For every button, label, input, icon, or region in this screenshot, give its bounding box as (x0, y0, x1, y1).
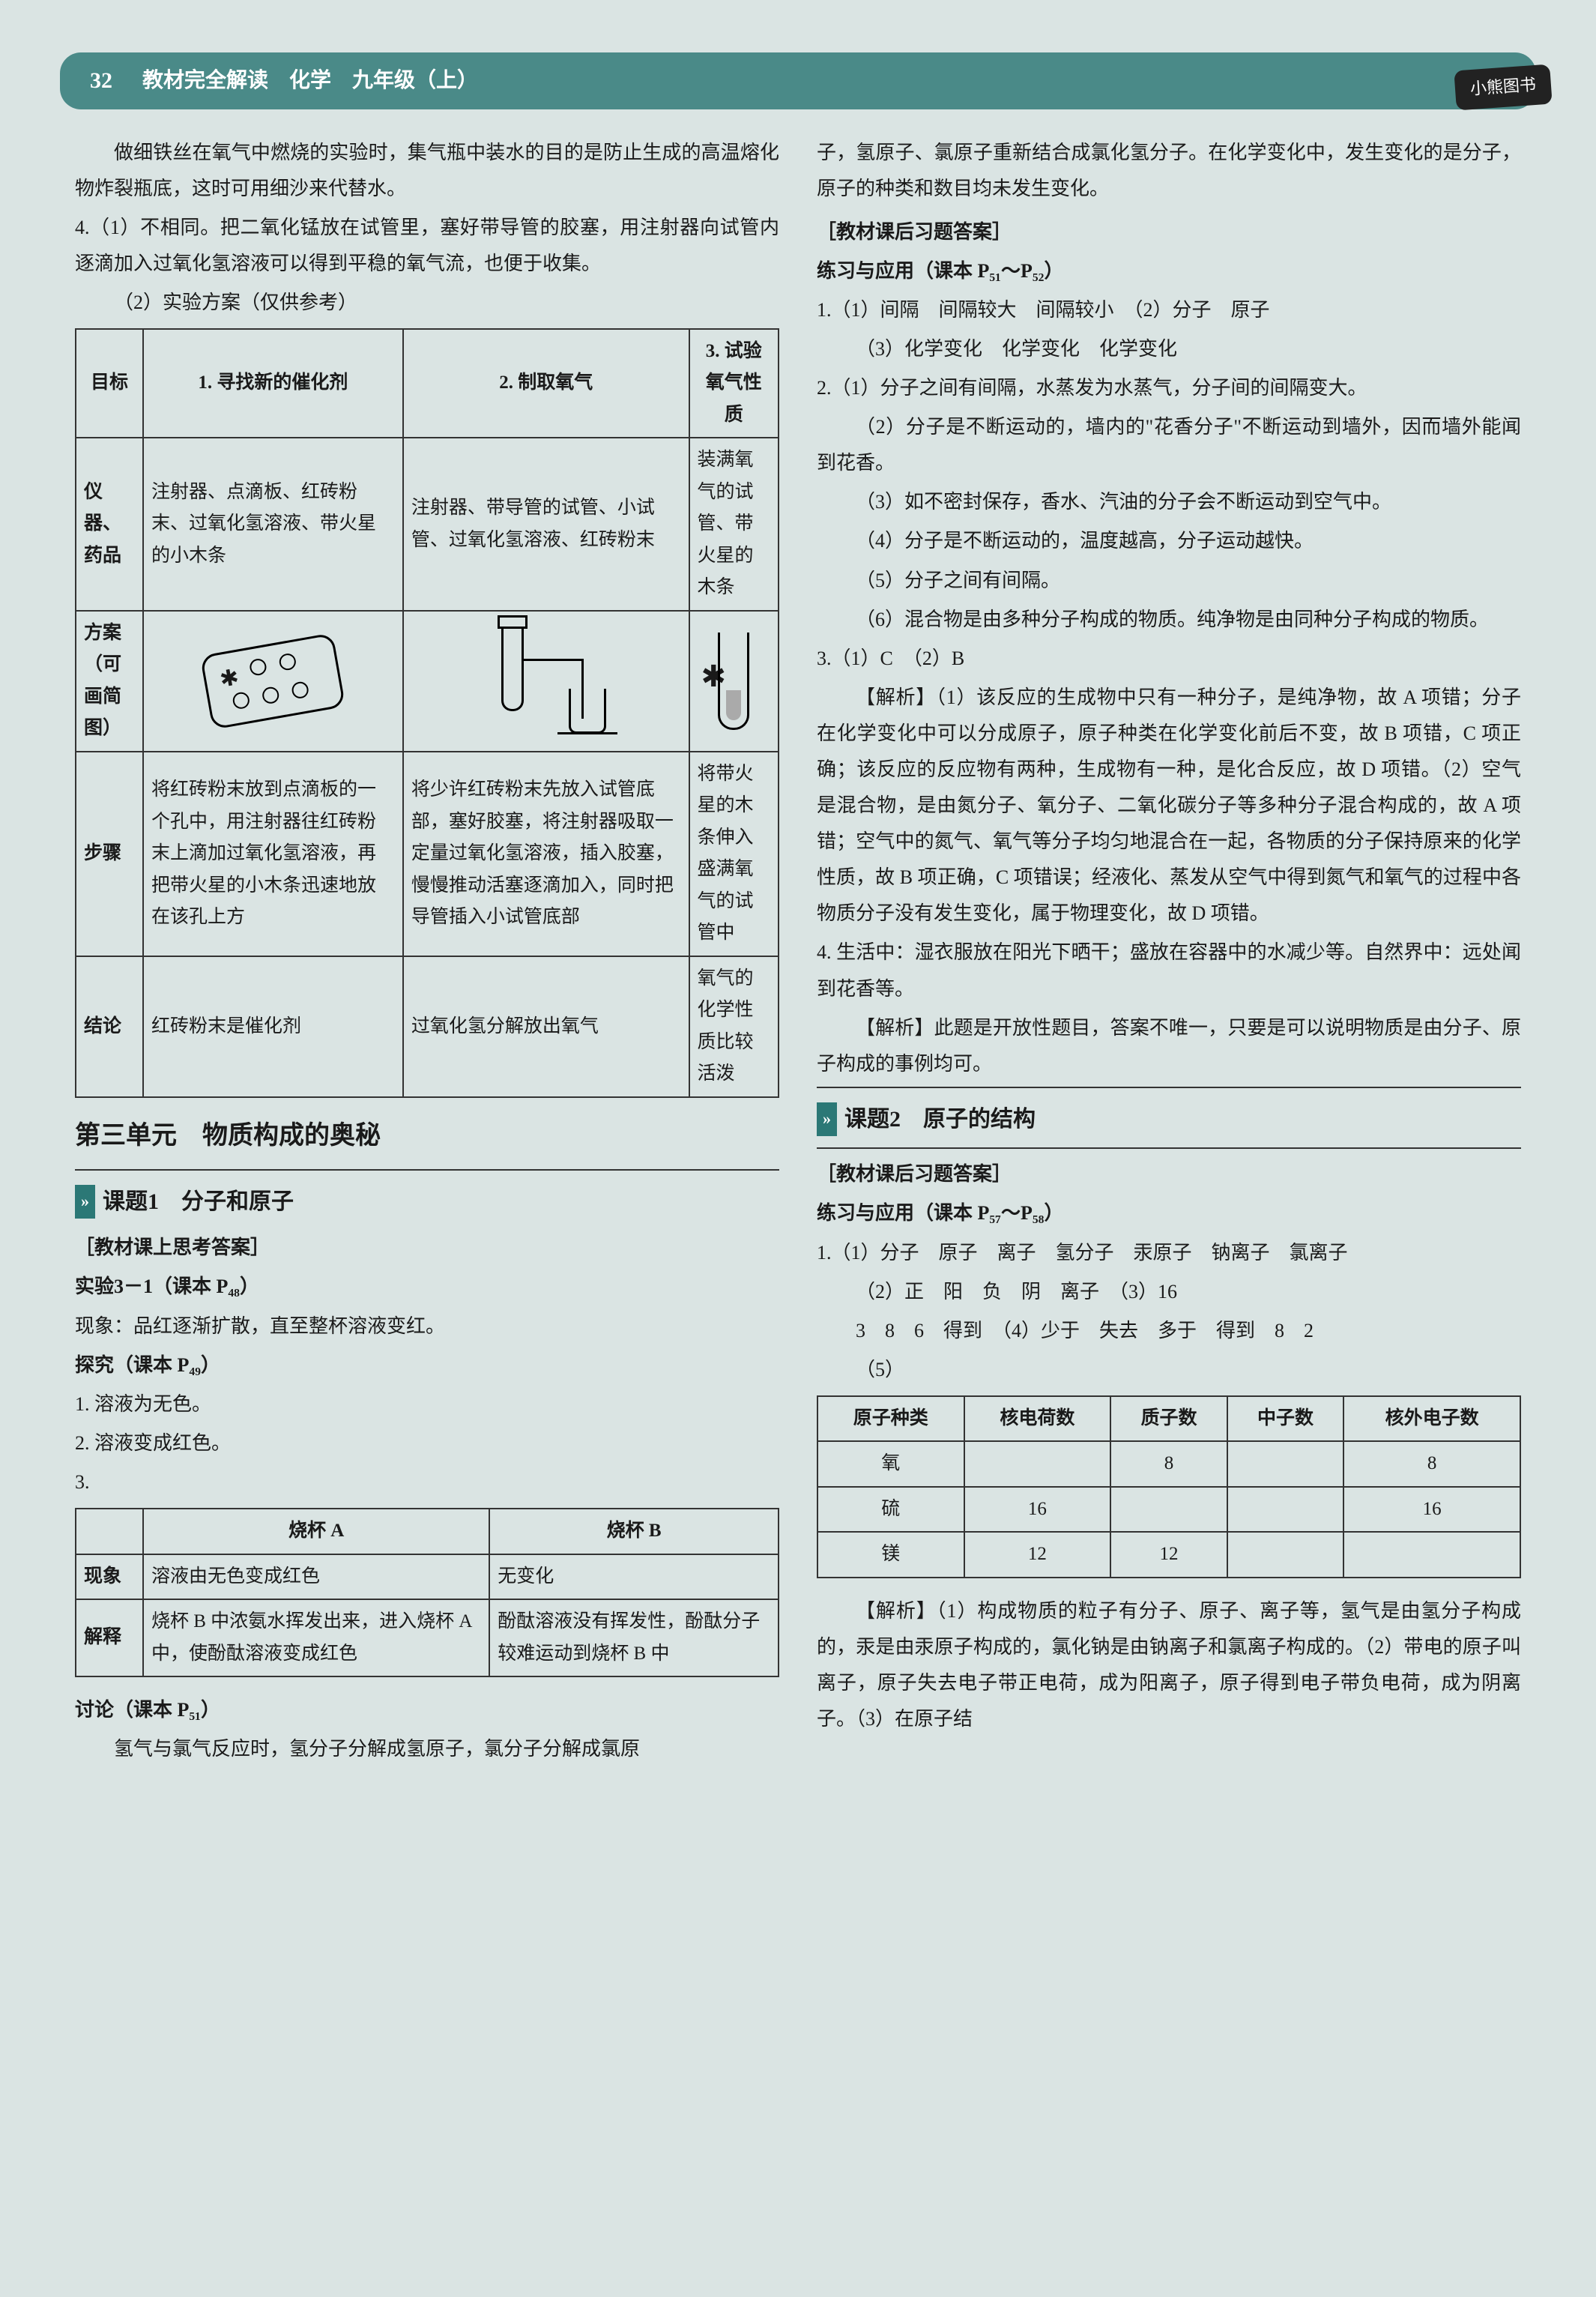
book-title: 教材完全解读 化学 九年级（上） (142, 61, 478, 100)
experiment-table: 目标 1. 寻找新的催化剂 2. 制取氧气 3. 试验氧气性质 仪器、药品 注射… (75, 328, 779, 1098)
unit3-title: 第三单元 物质构成的奥秘 (75, 1113, 779, 1160)
a3: 3.（1）C （2）B (817, 641, 1521, 677)
t3-h1: 原子种类 (817, 1396, 964, 1442)
diagram-tube: ✱ (689, 611, 779, 752)
sec3-heading: ［教材课后习题答案］ (817, 1156, 1521, 1192)
t3: 3. (75, 1464, 779, 1500)
tbl1-r2a: 注射器、点滴板、红砖粉末、过氧化氢溶液、带火星的小木条 (143, 438, 403, 611)
atom-table: 原子种类 核电荷数 质子数 中子数 核外电子数 氧 8 8 硫 16 (817, 1395, 1521, 1578)
b1: 1.（1）分子 原子 离子 氢分子 汞原子 钠离子 氯离子 (817, 1235, 1521, 1271)
a2-2: （2）分子是不断运动的，墙内的"花香分子"不断运动到墙外，因而墙外能闻到花香。 (817, 409, 1521, 481)
tbl1-r2h: 仪器、药品 (76, 438, 143, 611)
topic-mark-icon-2: » (817, 1102, 837, 1136)
table-row: 硫 16 16 (817, 1487, 1520, 1533)
topic2-title: 课题2 原子的结构 (844, 1099, 1036, 1141)
t2: 2. 溶液变成红色。 (75, 1425, 779, 1461)
cont1: 子，氢原子、氯原子重新结合成氯化氢分子。在化学变化中，发生变化的是分子，原子的种… (817, 135, 1521, 207)
tbl2-phenB: 无变化 (489, 1554, 779, 1600)
tbl1-r4a: 将红砖粉末放到点滴板的一个孔中，用注射器往红砖粉末上滴加过氧化氢溶液，再把带火星… (143, 752, 403, 956)
beaker-table: 烧杯 A 烧杯 B 现象 溶液由无色变成红色 无变化 解释 烧杯 B 中浓氨水挥… (75, 1508, 779, 1677)
lx2: 练习与应用（课本 P₅₇～P₅₈） (817, 1195, 1521, 1231)
a2-3: （3）如不密封保存，香水、汽油的分子会不断运动到空气中。 (817, 484, 1521, 520)
page-header: 32 教材完全解读 化学 九年级（上） (60, 52, 1536, 109)
tbl1-r5c: 氧气的化学性质比较活泼 (689, 956, 779, 1097)
exp31-phen: 现象：品红逐渐扩散，直至整杯溶液变红。 (75, 1309, 779, 1344)
tbl1-h2c: 3. 试验氧气性质 (689, 329, 779, 438)
tbl1-r4b: 将少许红砖粉末先放入试管底部，塞好胶塞，将注射器吸取一定量过氧化氢溶液，插入胶塞… (403, 752, 689, 956)
a2-6: （6）混合物是由多种分子构成的物质。纯净物是由同种分子构成的物质。 (817, 602, 1521, 638)
page-number: 32 (90, 60, 112, 102)
sec1-heading: ［教材课上思考答案］ (75, 1230, 779, 1266)
exp31: 实验3－1（课本 P₄₈） (75, 1269, 779, 1305)
b1d: （5） (817, 1352, 1521, 1388)
t3-h4: 中子数 (1227, 1396, 1344, 1442)
tbl2-expl-h: 解释 (76, 1599, 143, 1676)
tbl1-h2b: 2. 制取氧气 (403, 329, 689, 438)
tbl1-r3h: 方案（可画简图） (76, 611, 143, 752)
t3-h3: 质子数 (1110, 1396, 1227, 1442)
t1: 1. 溶液为无色。 (75, 1386, 779, 1422)
tbl2-hB: 烧杯 B (489, 1509, 779, 1554)
tanjiu: 探究（课本 P₄₉） (75, 1347, 779, 1383)
table-row: 镁 12 12 (817, 1532, 1520, 1578)
tbl2-phen-h: 现象 (76, 1554, 143, 1600)
divider2 (817, 1087, 1521, 1088)
t3-h2: 核电荷数 (964, 1396, 1111, 1442)
diagram-apparatus (403, 611, 689, 752)
a2-4: （4）分子是不断运动的，温度越高，分子运动越快。 (817, 523, 1521, 559)
tbl1-h2a: 1. 寻找新的催化剂 (143, 329, 403, 438)
tbl1-r5h: 结论 (76, 956, 143, 1097)
tbl2-explA: 烧杯 B 中浓氨水挥发出来，进入烧杯 A 中，使酚酞溶液变成红色 (143, 1599, 489, 1676)
a4: 4. 生活中：湿衣服放在阳光下晒干；盛放在容器中的水减少等。自然界中：远处闻到花… (817, 935, 1521, 1006)
right-column: 子，氢原子、氯原子重新结合成氯化氢分子。在化学变化中，发生变化的是分子，原子的种… (817, 132, 1521, 1771)
divider (75, 1169, 779, 1171)
tbl2-explB: 酚酞溶液没有挥发性，酚酞分子较难运动到烧杯 B 中 (489, 1599, 779, 1676)
tbl1-r5b: 过氧化氢分解放出氧气 (403, 956, 689, 1097)
a1: 1.（1）间隔 间隔较大 间隔较小 （2）分子 原子 (817, 292, 1521, 328)
q4-2: （2）实验方案（仅供参考） (75, 285, 779, 321)
t3-h5: 核外电子数 (1343, 1396, 1520, 1442)
tbl1-r4h: 步骤 (76, 752, 143, 956)
left-column: 做细铁丝在氧气中燃烧的实验时，集气瓶中装水的目的是防止生成的高温熔化物炸裂瓶底，… (75, 132, 779, 1771)
a1b: （3）化学变化 化学变化 化学变化 (817, 331, 1521, 367)
b-jx: 【解析】（1）构成物质的粒子有分子、原子、离子等，氢气是由氢分子构成的，汞是由汞… (817, 1593, 1521, 1737)
table-row: 氧 8 8 (817, 1441, 1520, 1487)
a2-1: 2.（1）分子之间有间隔，水蒸发为水蒸气，分子间的间隔变大。 (817, 370, 1521, 406)
divider3 (817, 1147, 1521, 1149)
tbl2-phenA: 溶液由无色变成红色 (143, 1554, 489, 1600)
brand-tag: 小熊图书 (1454, 64, 1552, 110)
sec2-heading: ［教材课后习题答案］ (817, 214, 1521, 250)
topic-mark-icon: » (75, 1185, 95, 1219)
a2-5: （5）分子之间有间隔。 (817, 563, 1521, 599)
tbl1-r4c: 将带火星的木条伸入盛满氧气的试管中 (689, 752, 779, 956)
topic1-title: 课题1 分子和原子 (103, 1181, 294, 1223)
tbl2-hA: 烧杯 A (143, 1509, 489, 1554)
discuss-txt: 氢气与氯气反应时，氢分子分解成氢原子，氯分子分解成氯原 (75, 1731, 779, 1767)
a4-jx: 【解析】此题是开放性题目，答案不唯一，只要是可以说明物质是由分子、原子构成的事例… (817, 1010, 1521, 1082)
tbl1-h1: 目标 (76, 329, 143, 438)
b1b: （2）正 阳 负 阴 离子 （3）16 (817, 1274, 1521, 1310)
tbl1-r5a: 红砖粉末是催化剂 (143, 956, 403, 1097)
tbl1-r2c: 装满氧气的试管、带火星的木条 (689, 438, 779, 611)
b1c: 3 8 6 得到 （4）少于 失去 多于 得到 8 2 (817, 1313, 1521, 1349)
a3-jx: 【解析】（1）该反应的生成物中只有一种分子，是纯净物，故 A 项错；分子在化学变… (817, 680, 1521, 932)
discuss-h: 讨论（课本 P₅₁） (75, 1692, 779, 1728)
q4-1: 4.（1）不相同。把二氧化锰放在试管里，塞好带导管的胶塞，用注射器向试管内逐滴加… (75, 210, 779, 282)
intro-text: 做细铁丝在氧气中燃烧的实验时，集气瓶中装水的目的是防止生成的高温熔化物炸裂瓶底，… (75, 135, 779, 207)
tbl1-r2b: 注射器、带导管的试管、小试管、过氧化氢溶液、红砖粉末 (403, 438, 689, 611)
lx: 练习与应用（课本 P₅₁～P₅₂） (817, 253, 1521, 289)
diagram-plate: ✱ (143, 611, 403, 752)
